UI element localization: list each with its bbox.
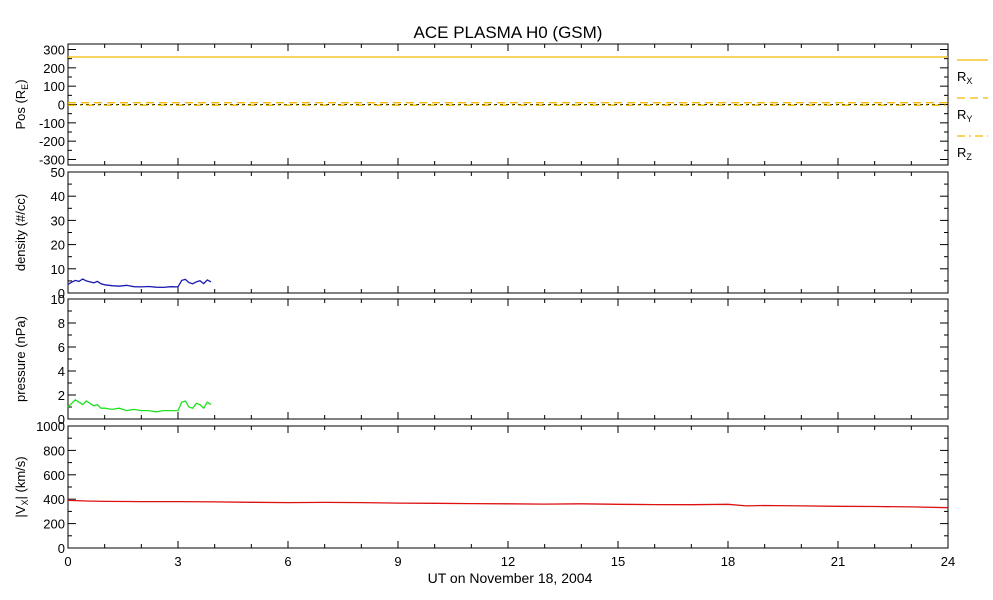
y-tick-label: 400 [43,492,65,507]
legend-label: RX [957,69,972,86]
panel-frame [67,171,949,294]
legend-label-sub: Y [966,114,972,124]
legend-label: RY [957,107,972,124]
legend-label-main: R [957,69,966,84]
chart-title: ACE PLASMA H0 (GSM) [414,23,603,42]
panel-frame [67,298,949,420]
y-tick-label: 0 [58,412,65,427]
panel-frame [67,425,949,549]
y-axis-label: |VX| (km/s) [13,456,30,517]
x-tick-label: 3 [174,554,181,569]
y-tick-label: 30 [51,213,65,228]
series-line [67,499,949,509]
x-tick-label: 6 [284,554,291,569]
x-tick-label: 24 [941,554,955,569]
x-tick-label: 21 [831,554,845,569]
y-tick-label: 300 [43,43,65,58]
x-tick-label: 12 [501,554,515,569]
x-tick-label: 9 [394,554,401,569]
y-tick-label: 6 [58,340,65,355]
y-axis-label-end: ) [13,79,28,83]
y-tick-label: 0 [58,286,65,301]
y-tick-label: 10 [51,262,65,277]
series-line [67,278,212,289]
x-tick-label: 15 [611,554,625,569]
panel-2: 0 10 20 30 40 50 density (#/cc) [13,165,949,301]
y-tick-label: 800 [43,443,65,458]
y-tick-label: 200 [43,517,65,532]
y-axis-label-main: Pos (R [13,90,28,130]
legend-label-sub: Z [966,152,972,162]
y-tick-label: 600 [43,468,65,483]
y-tick-label: -300 [39,153,65,168]
y-axis-label-end: | (km/s) [13,456,28,499]
y-tick-label: 4 [58,364,65,379]
y-tick-label: -200 [39,134,65,149]
x-axis-label: UT on November 18, 2004 [428,570,593,586]
y-tick-label: 8 [58,316,65,331]
y-tick-label: 0 [58,98,65,113]
y-axis-label-main: pressure (nPa) [13,316,28,402]
x-tick-label: 0 [64,554,71,569]
x-tick-label: 18 [721,554,735,569]
y-tick-label: 2 [58,388,65,403]
panel-3: 0 2 4 6 8 10 pressure (nPa) [13,292,949,427]
series-line [67,398,212,413]
y-axis-label: pressure (nPa) [13,316,28,402]
y-tick-label: 0 [58,541,65,556]
y-axis-label: Pos (RE) [13,79,30,129]
y-tick-label: 20 [51,238,65,253]
legend-label: RZ [957,145,972,162]
y-tick-label: 1000 [36,419,65,434]
y-axis-label: density (#/cc) [13,194,28,271]
y-tick-label: 40 [51,189,65,204]
legend-label-main: R [957,107,966,122]
y-axis-label-sub: X [20,500,30,506]
legend-label-sub: X [966,76,972,86]
y-tick-label: 200 [43,61,65,76]
y-axis-label-sub: E [20,84,30,90]
y-tick-label: 50 [51,165,65,180]
y-tick-label: -100 [39,116,65,131]
y-axis-label-main: density (#/cc) [13,194,28,271]
y-axis-label-main: |V [13,505,28,517]
y-tick-label: 10 [51,292,65,307]
legend-label-main: R [957,145,966,160]
panel-4: 0 200 400 600 800 1000 |VX| (km/s) 0 3 6 9 12 15 18 21… [13,419,955,569]
y-tick-label: 100 [43,79,65,94]
